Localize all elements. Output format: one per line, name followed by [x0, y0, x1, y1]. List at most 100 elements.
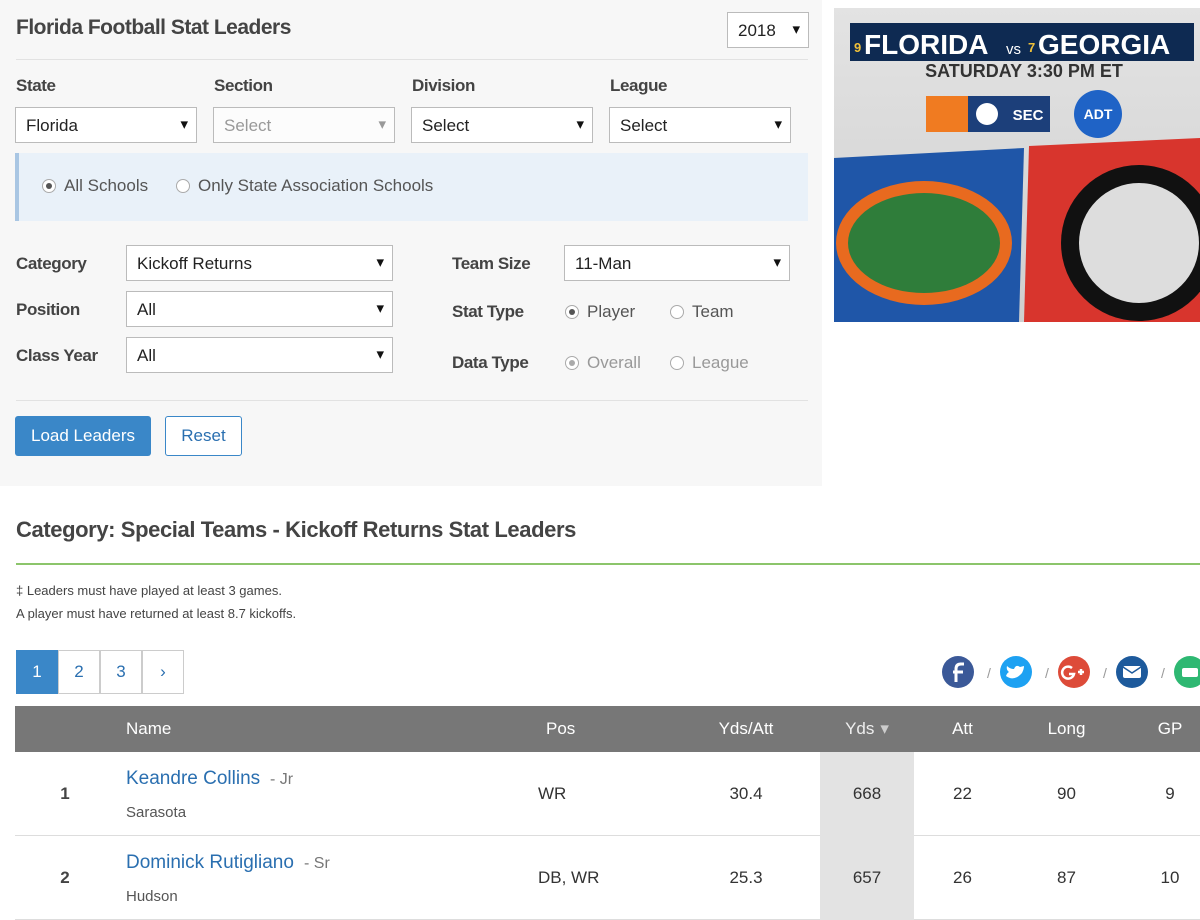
radio-button: [565, 356, 579, 370]
page-button[interactable]: 1: [16, 650, 58, 694]
option-select[interactable]: Kickoff Returns: [126, 245, 393, 281]
stat-cell: 90: [1057, 784, 1076, 803]
filter-label: League: [610, 76, 668, 95]
option-label: Team Size: [452, 254, 531, 273]
ad-team: FLORIDA: [864, 29, 988, 60]
radio-label: League: [692, 353, 749, 372]
column-header[interactable]: Long: [1011, 706, 1122, 752]
column-header[interactable]: GP: [1122, 706, 1200, 752]
filter-select: Select: [213, 107, 395, 143]
ad-sponsor-logo: [1074, 90, 1122, 138]
radio-option[interactable]: Team: [670, 302, 734, 322]
school: Sarasota: [126, 804, 187, 821]
column-title: Att: [952, 719, 973, 738]
radio-option: Overall: [565, 353, 641, 373]
option-select[interactable]: 11-Man: [564, 245, 790, 281]
ad-team: GEORGIA: [1038, 29, 1170, 60]
results-heading: Category: Special Teams - Kickoff Return…: [16, 517, 576, 542]
school: Hudson: [126, 888, 178, 905]
filter-label: State: [16, 76, 56, 95]
rank: 1: [60, 784, 70, 803]
column-header[interactable]: Att: [914, 706, 1011, 752]
column-header[interactable]: Pos: [546, 706, 683, 752]
ad-banner[interactable]: 9 FLORIDA vs 7 GEORGIA SATURDAY 3:30 PM …: [834, 8, 1200, 322]
column-header[interactable]: Yds ▾: [820, 706, 914, 752]
row-border: [15, 835, 1200, 836]
share-facebook-glyph: [953, 662, 964, 682]
stat-cell: 9: [1165, 784, 1175, 803]
option-select[interactable]: All: [126, 337, 393, 373]
ad-time: SATURDAY 3:30 PM ET: [925, 61, 1123, 81]
share-separator: /: [1161, 665, 1165, 681]
divider: [16, 400, 808, 401]
radio-label: Overall: [587, 353, 641, 372]
ad-title-bar: [850, 23, 1194, 61]
share-bar: / / / /: [942, 656, 1200, 688]
table-header: [15, 706, 1200, 752]
radio-button[interactable]: [42, 179, 56, 193]
page-button[interactable]: 2: [58, 650, 100, 694]
ad-rank: 9: [854, 40, 861, 55]
radio-option[interactable]: All Schools: [42, 176, 148, 196]
radio-button: [670, 356, 684, 370]
ad-sponsor: SEC: [1013, 107, 1044, 124]
year-select[interactable]: 2018: [727, 12, 809, 48]
ad-gator-logo: [848, 193, 1000, 293]
radio-option: League: [670, 353, 749, 373]
player-name[interactable]: Keandre Collins: [126, 768, 261, 789]
radio-button[interactable]: [176, 179, 190, 193]
option-label: Position: [16, 300, 80, 319]
player-class: - Sr: [304, 855, 330, 872]
divider: [16, 59, 808, 60]
share-email-glyph: [1122, 666, 1142, 674]
stat-cell: 26: [953, 868, 972, 887]
page-button[interactable]: 3: [100, 650, 142, 694]
player-name[interactable]: Dominick Rutigliano: [126, 852, 294, 873]
player-class: - Jr: [270, 771, 294, 788]
filter-select[interactable]: Select: [609, 107, 791, 143]
scope-panel: [15, 153, 808, 221]
heading-rule: [16, 563, 1200, 565]
stat-cell: 25.3: [729, 868, 763, 887]
option-label: Category: [16, 254, 87, 273]
ad-sponsor: ADT: [1084, 106, 1113, 122]
column-title: Yds: [845, 719, 875, 738]
column-header[interactable]: Yds/Att: [672, 706, 820, 752]
ad-rank: 7: [1028, 40, 1035, 55]
stat-cell: 30.4: [729, 784, 763, 803]
option-label: Stat Type: [452, 302, 524, 321]
option-select[interactable]: All: [126, 291, 393, 327]
load-button[interactable]: Load Leaders: [15, 416, 151, 456]
note: A player must have returned at least 8.7…: [16, 606, 297, 621]
radio-button[interactable]: [565, 305, 579, 319]
radio-label: Player: [587, 302, 636, 321]
stat-cell: 657: [852, 868, 882, 887]
share-google[interactable]: [1058, 656, 1090, 688]
note: ‡ Leaders must have played at least 3 ga…: [16, 583, 282, 598]
stat-cell: 668: [852, 784, 882, 803]
share-separator: /: [1045, 665, 1049, 681]
share-twitter-glyph: [1006, 665, 1024, 679]
column-title: Long: [1047, 719, 1086, 738]
column-title: Yds/Att: [718, 719, 774, 738]
radio-button[interactable]: [670, 305, 684, 319]
column-title: GP: [1157, 719, 1183, 738]
column-header[interactable]: Name: [126, 706, 546, 752]
stat-cell: DB, WR: [538, 868, 600, 887]
sorted-cell-bg: [820, 752, 914, 836]
stat-cell: 22: [953, 784, 972, 803]
option-label: Class Year: [16, 346, 98, 365]
radio-option[interactable]: Only State Association Schools: [176, 176, 433, 196]
filter-select[interactable]: Florida: [15, 107, 197, 143]
filter-select[interactable]: Select: [411, 107, 593, 143]
stat-cell: WR: [538, 784, 567, 803]
radio-option[interactable]: Player: [565, 302, 635, 322]
page-title: Florida Football Stat Leaders: [16, 16, 291, 39]
stat-cell: 87: [1057, 868, 1076, 887]
stat-cell: 10: [1160, 868, 1180, 887]
page-button[interactable]: ›: [142, 650, 184, 694]
share-separator: /: [987, 665, 991, 681]
ad-sponsor-logo: [1006, 96, 1050, 132]
sort-indicator: ▾: [880, 719, 889, 738]
reset-button[interactable]: Reset: [165, 416, 242, 456]
